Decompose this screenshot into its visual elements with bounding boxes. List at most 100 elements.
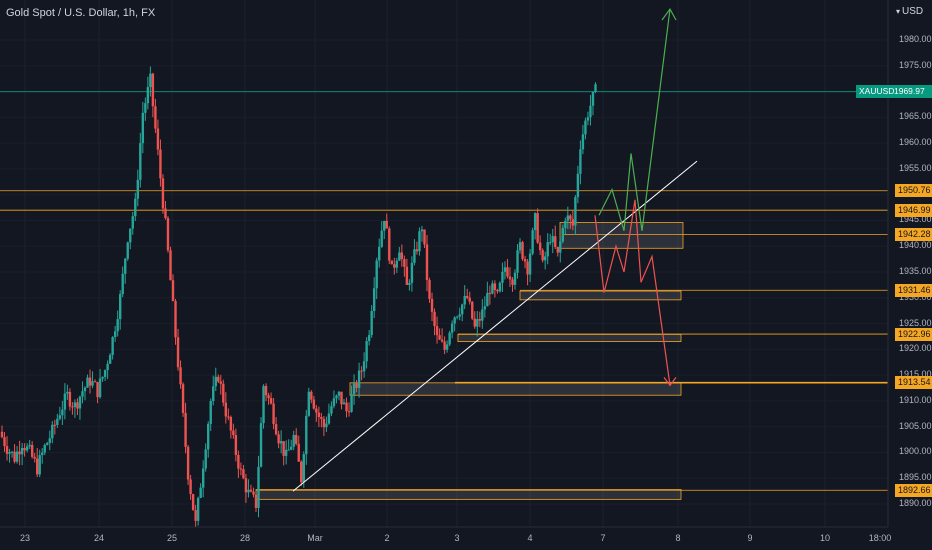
candle-body (438, 335, 441, 340)
candle-body (488, 292, 492, 294)
time-axis-label: 23 (19, 533, 31, 543)
candle-body (91, 381, 94, 386)
candle-body (121, 273, 124, 295)
candle-body (518, 242, 522, 251)
candle-body (38, 455, 41, 475)
candle-body (219, 381, 222, 384)
candle-body (249, 489, 253, 492)
candle-body (327, 413, 331, 424)
candle-body (516, 250, 519, 273)
trendline (292, 160, 698, 492)
candle-body (254, 494, 258, 508)
candle-body (101, 376, 104, 379)
candle-body (53, 424, 57, 426)
candle-body (214, 376, 217, 387)
candle-body (576, 173, 580, 198)
candle-body (312, 399, 316, 409)
candle-body (25, 446, 29, 451)
candle-body (277, 434, 280, 444)
candle-body (380, 230, 383, 247)
candle-body (196, 497, 200, 521)
candle-body (224, 402, 228, 417)
candle-body (410, 262, 414, 283)
candle-body (179, 367, 182, 385)
candle-body (337, 391, 341, 396)
currency-selector[interactable]: ▾ USD (896, 6, 923, 17)
candle-body (571, 219, 575, 226)
candle-body (445, 344, 449, 350)
candle-body (543, 256, 547, 261)
candle-body (41, 452, 44, 456)
candle-body (63, 393, 67, 410)
candle-body (400, 252, 404, 259)
candle-body (181, 384, 185, 413)
candle-body (493, 283, 497, 290)
candle-body (332, 398, 336, 407)
candle-body (541, 250, 544, 261)
candle-body (357, 370, 361, 388)
drawings (292, 7, 698, 492)
candle-body (171, 280, 175, 301)
candle-body (156, 128, 160, 150)
candle-body (551, 236, 554, 243)
candle-body (151, 73, 155, 107)
candle-body (58, 415, 62, 419)
candle-body (390, 260, 393, 265)
candle-body (491, 283, 494, 294)
candle-body (247, 489, 250, 493)
chart-title[interactable]: Gold Spot / U.S. Dollar, 1h, FX (6, 7, 156, 19)
candle-body (418, 231, 421, 252)
candle-body (362, 361, 366, 372)
candle-body (564, 220, 567, 228)
candle-body (191, 494, 195, 511)
candle-body (15, 451, 19, 462)
candle-body (559, 241, 562, 253)
bullish-projection-path (598, 8, 671, 231)
candle-body (10, 451, 14, 453)
candle-body (395, 260, 399, 268)
candle-body (227, 416, 230, 418)
candle-body (229, 417, 233, 431)
candle-body (307, 391, 311, 416)
candle-body (388, 228, 391, 261)
candle-body (103, 370, 107, 377)
level-price-tag: 1946.99 (895, 203, 932, 217)
level-price-tag: 1892.66 (895, 483, 932, 497)
candle-body (129, 228, 132, 243)
candle-body (347, 411, 351, 413)
candle-body (554, 236, 557, 247)
candle-body (279, 441, 283, 444)
time-axis-label: Mar (307, 533, 323, 543)
price-axis-label: 1910.00 (899, 394, 932, 405)
candle-body (184, 412, 187, 447)
candle-body (320, 416, 323, 419)
candle-body (310, 391, 313, 400)
candle-body (61, 409, 64, 416)
candle-body (264, 385, 268, 396)
support-zone-box (519, 290, 682, 301)
bearish-arrowhead (663, 377, 677, 387)
candle-body (131, 216, 134, 229)
candle-body (433, 311, 436, 327)
price-axis-label: 1900.00 (899, 446, 932, 457)
level-price-tag: 1913.54 (895, 376, 932, 390)
candle-body (154, 106, 157, 129)
candle-body (204, 449, 207, 469)
candle-body (23, 447, 26, 451)
chevron-down-icon: ▾ (896, 7, 901, 16)
price-axis-label: 1925.00 (899, 317, 932, 328)
candle-body (450, 323, 454, 333)
symbol-label: XAUUSD (859, 86, 895, 96)
candle-body (473, 318, 476, 327)
candle-body (498, 282, 502, 292)
candle-body (586, 117, 590, 121)
candle-body (36, 458, 39, 475)
candle-body (222, 383, 225, 403)
candle-body (430, 298, 434, 312)
time-axis-label: 10 (819, 533, 831, 543)
candlestick-series (0, 66, 597, 528)
candle-body (300, 461, 303, 483)
candle-body (556, 246, 559, 253)
candle-body (161, 178, 165, 209)
